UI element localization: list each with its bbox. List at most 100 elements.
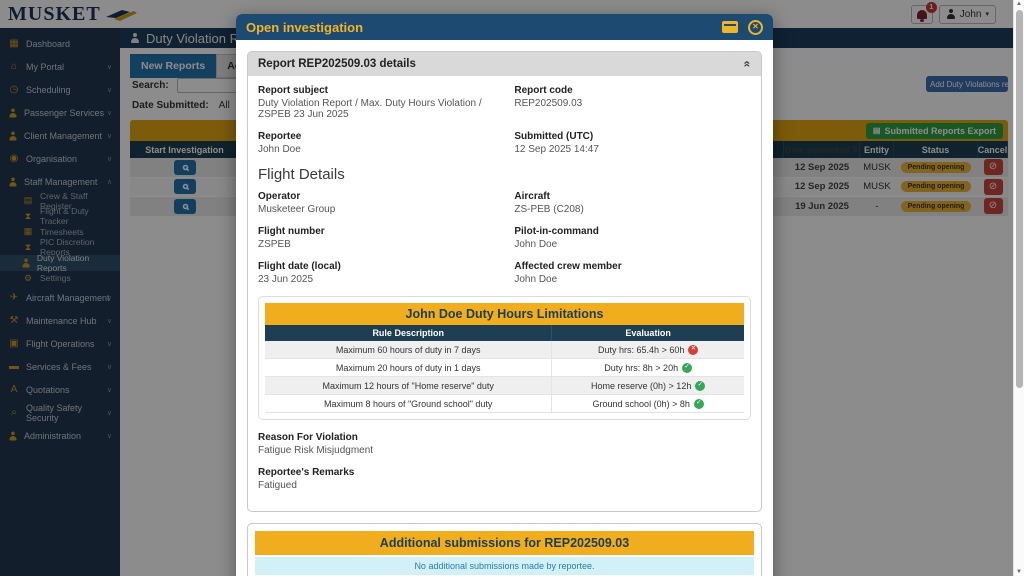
cancel-report-button[interactable]: ⊘	[983, 159, 1003, 176]
app-logo: MUSKET	[8, 3, 138, 26]
hourglass-icon: ⧗	[24, 241, 32, 252]
sidebar-item-staff-management[interactable]: Staff Management	[0, 170, 120, 193]
organisation-icon: ◉	[9, 152, 19, 164]
field-pilot-in-command: Pilot-in-command John Doe	[514, 226, 599, 250]
logo-text: MUSKET	[8, 2, 101, 25]
sidebar-item-client-management[interactable]: Client Management	[0, 124, 120, 147]
sidebar-item-duty-violation-reports[interactable]: Duty Violation Reports	[0, 253, 120, 273]
sidebar-item-passenger-services[interactable]: Passenger Services	[0, 101, 120, 124]
topbar-actions: 1 John ▾	[910, 1, 996, 24]
cancel-report-button[interactable]: ⊘	[983, 198, 1003, 215]
scroll-up-icon[interactable]: ▲	[1016, 1, 1022, 7]
chevron-down-icon: ▾	[985, 11, 989, 18]
window-icon[interactable]	[722, 21, 738, 33]
tab-new-reports[interactable]: New Reports	[130, 54, 217, 78]
portal-icon: ⌂	[10, 60, 18, 72]
column-date-submitted[interactable]: Date submitted ⇅	[784, 141, 860, 158]
additional-submissions-card: Additional submissions for REP202509.03 …	[247, 523, 762, 576]
notification-badge: 1	[925, 1, 937, 13]
date-submitted-label: Date Submitted:	[132, 100, 209, 111]
status-badge: Pending opening	[900, 181, 972, 193]
column-evaluation: Evaluation	[625, 328, 671, 338]
logo-swoosh-icon	[105, 10, 137, 21]
check-icon: ✓	[682, 362, 693, 373]
magnifier-icon: ⌕	[11, 406, 17, 418]
sidebar: ▦Dashboard ⌂My Portal ◷Scheduling Passen…	[0, 28, 120, 576]
register-icon: ▤	[23, 195, 33, 206]
sidebar-item-flight-operations[interactable]: ▣ Flight Operations	[0, 332, 120, 355]
cancel-icon: ⊘	[988, 180, 998, 192]
cancel-report-button[interactable]: ⊘	[983, 178, 1003, 195]
field-aircraft: Aircraft ZS-PEB (C208)	[514, 191, 584, 215]
add-duty-violations-report-button[interactable]: Add Duty Violations report	[926, 76, 1008, 92]
sidebar-item-organisation[interactable]: ◉ Organisation	[0, 147, 120, 170]
bell-icon	[916, 9, 927, 19]
duty-rule-row: Maximum 8 hours of "Ground school" duty …	[265, 395, 744, 413]
magnifier-icon	[182, 183, 188, 190]
column-entity: Entity	[860, 141, 894, 158]
search-label: Search:	[132, 80, 169, 91]
user-menu-button[interactable]: John ▾	[938, 4, 996, 24]
scroll-down-icon[interactable]: ▼	[1016, 569, 1022, 575]
collapse-icon[interactable]: «	[740, 60, 755, 68]
plane-icon: ✈	[9, 291, 19, 303]
submitted-reports-export-button[interactable]: ▤ Submitted Reports Export	[865, 122, 1003, 139]
field-operator: Operator Musketeer Group	[258, 191, 336, 215]
user-name: John	[959, 8, 982, 20]
cancel-icon: ⊘	[988, 161, 998, 173]
quote-icon: A	[10, 383, 18, 395]
duty-rule-row: Maximum 20 hours of duty in 1 days Duty …	[265, 359, 744, 377]
column-cancel: Cancel	[978, 141, 1008, 158]
sidebar-item-timesheets[interactable]: ▦ Timesheets	[23, 226, 84, 237]
flight-details-heading: Flight Details	[258, 166, 345, 183]
scrollbar-thumb[interactable]	[1015, 10, 1023, 388]
sidebar-item-pic-discretion-reports[interactable]: ⧗ PIC Discretion Reports	[0, 237, 120, 257]
start-investigation-button[interactable]	[174, 159, 196, 175]
report-details-header[interactable]: Report REP202509.03 details «	[248, 52, 761, 76]
sidebar-item-flight-duty-tracker[interactable]: ⧗ Flight & Duty Tracker	[0, 206, 120, 226]
additional-submissions-header: Additional submissions for REP202509.03	[255, 531, 754, 555]
sidebar-item-maintenance-hub[interactable]: ⚒ Maintenance Hub	[0, 309, 120, 332]
card-icon: ▬	[9, 360, 19, 372]
field-report-code: Report code REP202509.03	[514, 85, 583, 109]
sidebar-item-my-portal[interactable]: ⌂ My Portal	[0, 55, 120, 78]
cancel-icon: ⊘	[988, 200, 998, 212]
notifications-button[interactable]: 1	[910, 1, 937, 24]
start-investigation-button[interactable]	[174, 198, 196, 214]
field-report-subject: Report subject Duty Violation Report / M…	[258, 85, 482, 120]
field-reportee-remarks: Reportee's Remarks Fatigued	[258, 467, 355, 491]
sidebar-item-administration[interactable]: Administration	[0, 424, 120, 447]
sidebar-item-quality-safety-security[interactable]: ⌕ Quality Safety Security	[0, 401, 120, 424]
gear-icon: ⚙	[23, 272, 33, 283]
magnifier-icon	[182, 203, 188, 210]
sidebar-item-scheduling[interactable]: ◷ Scheduling	[0, 78, 120, 101]
sidebar-item-quotations[interactable]: A Quotations	[0, 378, 120, 401]
sidebar-item-dashboard[interactable]: ▦ Dashboard	[9, 37, 71, 49]
report-details-card: Report REP202509.03 details « Report sub…	[247, 51, 762, 512]
hourglass-icon: ⧗	[24, 210, 32, 221]
duty-hours-limitations-panel: John Doe Duty Hours Limitations Rule Des…	[258, 296, 751, 420]
sidebar-item-crew-staff-register[interactable]: ▤ Crew & Staff Register	[23, 190, 88, 211]
sidebar-item-aircraft-management[interactable]: ✈ Aircraft Management	[0, 286, 120, 309]
sidebar-item-services-fees[interactable]: ▬ Services & Fees	[0, 355, 120, 378]
start-investigation-button[interactable]	[174, 179, 196, 195]
column-status: Status	[894, 141, 978, 158]
sidebar-item-settings[interactable]: ⚙ Settings	[23, 272, 71, 284]
duty-table-header-row: Rule Description Evaluation	[265, 325, 744, 341]
modal-header: Open investigation ✕	[236, 14, 773, 40]
page-scrollbar[interactable]: ▲ ▼	[1013, 0, 1024, 576]
clock-icon: ◷	[9, 83, 19, 95]
fail-icon: ✕	[688, 344, 699, 355]
column-rule-description: Rule Description	[265, 325, 553, 341]
field-flight-number: Flight number ZSPEB	[258, 226, 325, 250]
field-submitted-utc: Submitted (UTC) 12 Sep 2025 14:47	[514, 131, 599, 155]
status-badge: Pending opening	[900, 161, 972, 173]
field-reportee: Reportee John Doe	[258, 131, 302, 155]
duty-table-title: John Doe Duty Hours Limitations	[265, 303, 744, 325]
clipboard-icon: ▣	[9, 337, 19, 349]
no-submissions-message: No additional submissions made by report…	[255, 557, 754, 575]
date-submitted-select[interactable]: All	[218, 100, 230, 111]
close-icon[interactable]: ✕	[748, 19, 763, 35]
field-flight-date-local: Flight date (local) 23 Jun 2025	[258, 261, 341, 285]
